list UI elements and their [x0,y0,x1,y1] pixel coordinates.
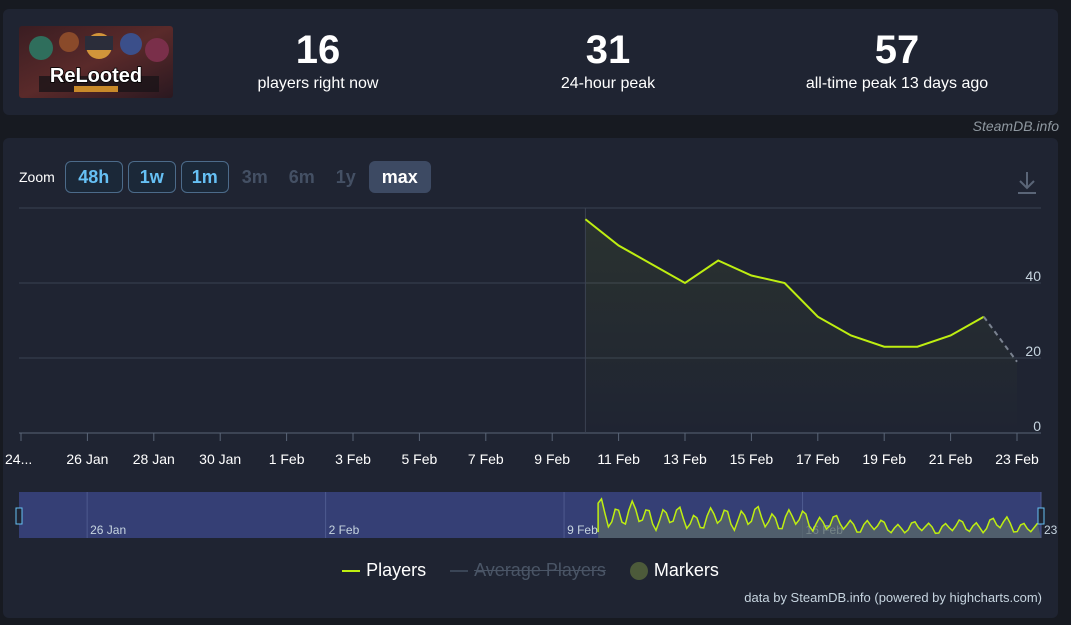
chart-panel: Zoom 48h 1w 1m 3m 6m 1y max 0 20 40 24... 26 Jan 28… [3,138,1058,618]
x-tick-label: 28 Jan [133,451,175,467]
navigator-tick-label: 26 Jan [90,523,126,537]
stat-players-now-value: 16 [295,28,341,72]
players-area [585,219,1017,433]
zoom-button-3m[interactable]: 3m [241,166,268,187]
zoom-buttons: 48h 1w 1m 3m 6m 1y max [64,161,436,193]
x-tick-label: 23 Feb [995,451,1039,467]
legend-item-average[interactable]: Average Players [450,560,606,581]
stat-players-now-label: players right now [257,75,379,92]
legend-markers-label: Markers [653,560,719,580]
chart-legend: Players Average Players Markers [3,560,1058,581]
x-tick-label: 13 Feb [663,451,707,467]
zoom-button-1m[interactable]: 1m [180,161,229,193]
stats-bar: ReLooted 16 players right now 31 24-hour… [3,9,1058,115]
x-tick-label: 1 Feb [269,451,305,467]
download-icon[interactable] [1015,170,1039,196]
zoom-button-max[interactable]: max [368,161,431,193]
x-tick-label: 7 Feb [468,451,504,467]
x-tick-label: 24... [5,451,32,467]
stat-24h-peak-label: 24-hour peak [560,75,656,92]
y-tick-label: 0 [1033,418,1041,434]
x-tick-label: 30 Jan [199,451,241,467]
navigator-tick-label: 2 Feb [329,523,360,537]
zoom-button-1w[interactable]: 1w [127,161,176,193]
x-tick-label: 11 Feb [597,451,640,467]
zoom-label: Zoom [19,169,55,185]
game-thumbnail[interactable]: ReLooted [19,26,173,98]
y-tick-label: 20 [1025,343,1041,359]
navigator-left-handle[interactable] [15,507,23,525]
zoom-button-1y[interactable]: 1y [335,166,356,187]
legend-item-players[interactable]: Players [342,560,426,581]
steamdb-credit[interactable]: SteamDB.info [972,118,1059,134]
navigator-line [597,497,1039,535]
y-tick-label: 40 [1025,268,1041,284]
stat-24h-peak: 31 24-hour peak [468,27,748,93]
highcharts-credit[interactable]: data by SteamDB.info (powered by highcha… [744,590,1042,605]
zoom-button-48h[interactable]: 48h [64,161,123,193]
x-tick-label: 21 Feb [929,451,973,467]
game-logo-text: ReLooted [50,65,142,87]
x-tick-label: 19 Feb [862,451,906,467]
legend-average-label: Average Players [474,560,606,580]
x-tick-label: 17 Feb [796,451,840,467]
player-count-chart[interactable]: 0 20 40 24... 26 Jan 28 Jan 30 Jan 1 Feb 3 Feb 5 … [3,138,1058,548]
stat-players-now: 16 players right now [178,27,458,93]
zoom-button-6m[interactable]: 6m [288,166,315,187]
players-partial-line [982,316,1018,363]
x-tick-label: 26 Jan [66,451,108,467]
average-line-icon [450,569,469,572]
x-tick-label: 15 Feb [730,451,774,467]
legend-item-markers[interactable]: Markers [629,560,719,581]
x-tick-label: 9 Feb [534,451,570,467]
stat-all-time-peak-label: all-time peak 13 days ago [805,75,989,92]
x-tick-label: 3 Feb [335,451,371,467]
stat-all-time-peak: 57 all-time peak 13 days ago [757,27,1037,93]
legend-players-label: Players [366,560,427,580]
markers-dot-icon [629,561,648,580]
players-line-icon [342,569,361,572]
navigator-tick-label: 9 Feb [567,523,598,537]
x-tick-label: 5 Feb [401,451,437,467]
navigator-tick-label: 23... [1044,523,1058,537]
stat-all-time-peak-value: 57 [874,28,920,72]
game-thumbnail-art: ReLooted [19,26,173,98]
stat-24h-peak-value: 31 [585,28,631,72]
zoom-controls: Zoom 48h 1w 1m 3m 6m 1y max [19,161,436,193]
navigator-right-handle[interactable] [1037,507,1045,525]
